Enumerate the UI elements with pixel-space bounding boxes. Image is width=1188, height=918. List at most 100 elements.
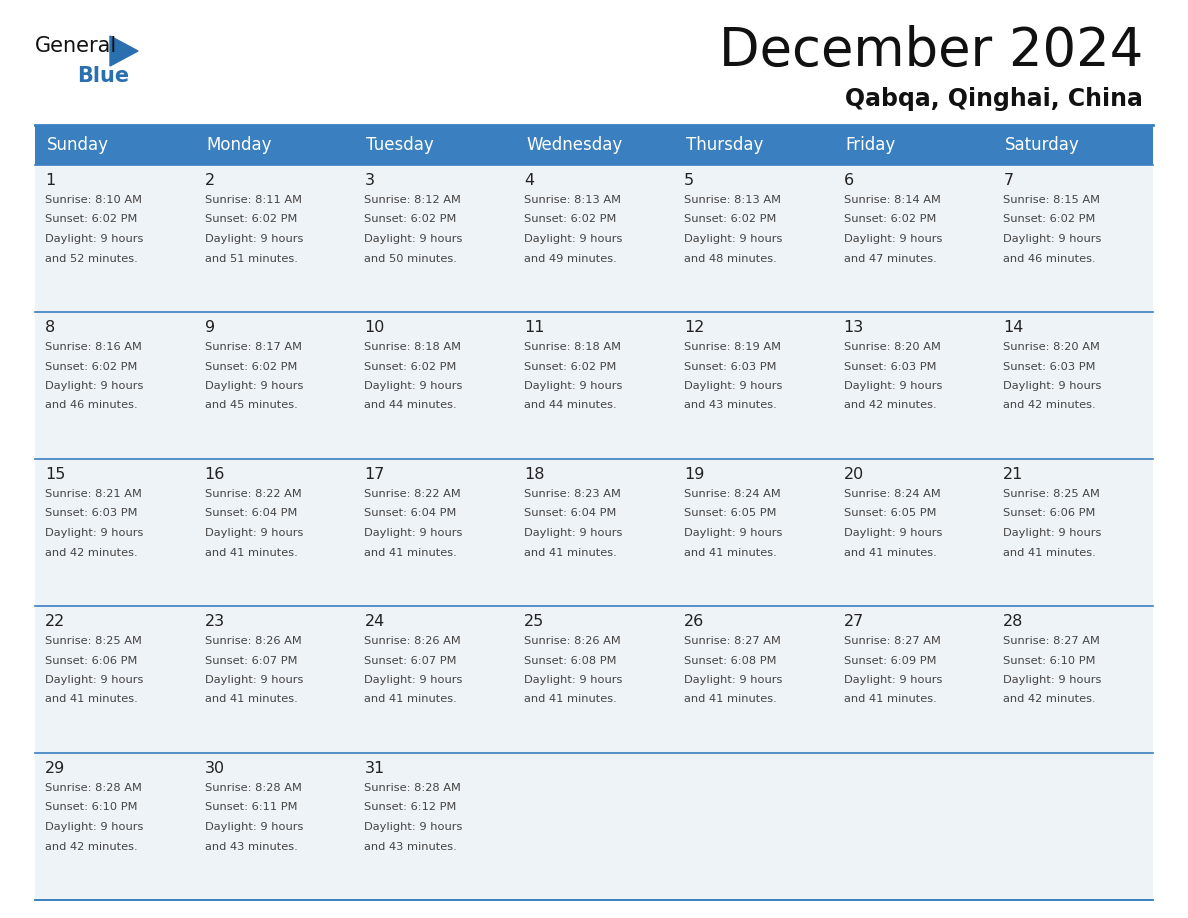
Text: Sunset: 6:07 PM: Sunset: 6:07 PM [365, 655, 457, 666]
Text: General: General [34, 36, 118, 56]
Text: Sunset: 6:04 PM: Sunset: 6:04 PM [365, 509, 457, 519]
Text: 11: 11 [524, 320, 544, 335]
Text: Sunset: 6:12 PM: Sunset: 6:12 PM [365, 802, 457, 812]
Text: Daylight: 9 hours: Daylight: 9 hours [204, 381, 303, 391]
Text: 29: 29 [45, 761, 65, 776]
Bar [993, 125, 1154, 165]
Text: Sunrise: 8:28 AM: Sunrise: 8:28 AM [365, 783, 461, 793]
Text: Sunset: 6:09 PM: Sunset: 6:09 PM [843, 655, 936, 666]
Text: Sunset: 6:02 PM: Sunset: 6:02 PM [684, 215, 776, 225]
Text: Daylight: 9 hours: Daylight: 9 hours [45, 675, 144, 685]
Text: Sunrise: 8:12 AM: Sunrise: 8:12 AM [365, 195, 461, 205]
Text: 6: 6 [843, 173, 854, 188]
Bar [674, 125, 834, 165]
Text: Sunset: 6:10 PM: Sunset: 6:10 PM [1004, 655, 1095, 666]
Text: Qabqa, Qinghai, China: Qabqa, Qinghai, China [845, 87, 1143, 111]
Text: Sunset: 6:11 PM: Sunset: 6:11 PM [204, 802, 297, 812]
Bar [34, 459, 195, 606]
Bar [195, 606, 354, 753]
Text: Sunset: 6:03 PM: Sunset: 6:03 PM [684, 362, 776, 372]
Text: Daylight: 9 hours: Daylight: 9 hours [204, 528, 303, 538]
Text: Sunset: 6:10 PM: Sunset: 6:10 PM [45, 802, 138, 812]
Bar [514, 165, 674, 312]
Text: 2: 2 [204, 173, 215, 188]
Text: Sunset: 6:02 PM: Sunset: 6:02 PM [204, 362, 297, 372]
Bar [354, 125, 514, 165]
Text: Daylight: 9 hours: Daylight: 9 hours [524, 234, 623, 244]
Text: 15: 15 [45, 467, 65, 482]
Text: 1: 1 [45, 173, 56, 188]
Text: Sunset: 6:05 PM: Sunset: 6:05 PM [684, 509, 776, 519]
Text: 10: 10 [365, 320, 385, 335]
Bar [834, 312, 993, 459]
Text: and 51 minutes.: and 51 minutes. [204, 253, 297, 263]
Text: and 46 minutes.: and 46 minutes. [45, 400, 138, 410]
Text: Sunset: 6:02 PM: Sunset: 6:02 PM [524, 215, 617, 225]
Text: Sunrise: 8:28 AM: Sunrise: 8:28 AM [45, 783, 141, 793]
Text: Daylight: 9 hours: Daylight: 9 hours [684, 528, 782, 538]
Text: 18: 18 [524, 467, 544, 482]
Text: 16: 16 [204, 467, 225, 482]
Text: and 47 minutes.: and 47 minutes. [843, 253, 936, 263]
Text: Sunrise: 8:14 AM: Sunrise: 8:14 AM [843, 195, 941, 205]
Text: Sunset: 6:02 PM: Sunset: 6:02 PM [365, 362, 457, 372]
Text: 24: 24 [365, 614, 385, 629]
Text: and 41 minutes.: and 41 minutes. [365, 695, 457, 704]
Text: Sunday: Sunday [48, 136, 109, 154]
Text: Sunset: 6:03 PM: Sunset: 6:03 PM [45, 509, 138, 519]
Text: 17: 17 [365, 467, 385, 482]
Bar [834, 165, 993, 312]
Text: 27: 27 [843, 614, 864, 629]
Text: Sunrise: 8:27 AM: Sunrise: 8:27 AM [843, 636, 941, 646]
Text: 3: 3 [365, 173, 374, 188]
Text: and 41 minutes.: and 41 minutes. [524, 547, 617, 557]
Text: Sunrise: 8:18 AM: Sunrise: 8:18 AM [365, 342, 461, 352]
Text: Sunrise: 8:25 AM: Sunrise: 8:25 AM [45, 636, 141, 646]
Text: Sunrise: 8:16 AM: Sunrise: 8:16 AM [45, 342, 141, 352]
Text: Sunset: 6:04 PM: Sunset: 6:04 PM [204, 509, 297, 519]
Text: 25: 25 [524, 614, 544, 629]
Text: 30: 30 [204, 761, 225, 776]
Text: and 44 minutes.: and 44 minutes. [524, 400, 617, 410]
Text: 12: 12 [684, 320, 704, 335]
Text: Sunrise: 8:19 AM: Sunrise: 8:19 AM [684, 342, 781, 352]
Text: 14: 14 [1004, 320, 1024, 335]
Text: Sunrise: 8:20 AM: Sunrise: 8:20 AM [843, 342, 941, 352]
Bar [674, 459, 834, 606]
Text: and 41 minutes.: and 41 minutes. [843, 547, 936, 557]
Text: Sunset: 6:06 PM: Sunset: 6:06 PM [1004, 509, 1095, 519]
Text: Daylight: 9 hours: Daylight: 9 hours [204, 822, 303, 832]
Text: December 2024: December 2024 [719, 25, 1143, 77]
Text: Daylight: 9 hours: Daylight: 9 hours [684, 381, 782, 391]
Bar [834, 125, 993, 165]
Text: and 41 minutes.: and 41 minutes. [1004, 547, 1097, 557]
Text: Daylight: 9 hours: Daylight: 9 hours [204, 675, 303, 685]
Bar [993, 312, 1154, 459]
Text: and 41 minutes.: and 41 minutes. [45, 695, 138, 704]
Text: 26: 26 [684, 614, 704, 629]
Text: Sunrise: 8:21 AM: Sunrise: 8:21 AM [45, 489, 141, 499]
Text: Daylight: 9 hours: Daylight: 9 hours [365, 822, 463, 832]
Text: Sunrise: 8:13 AM: Sunrise: 8:13 AM [684, 195, 781, 205]
Text: Sunset: 6:08 PM: Sunset: 6:08 PM [524, 655, 617, 666]
Text: and 49 minutes.: and 49 minutes. [524, 253, 617, 263]
Text: Tuesday: Tuesday [366, 136, 434, 154]
Text: 5: 5 [684, 173, 694, 188]
Text: 8: 8 [45, 320, 56, 335]
Text: Daylight: 9 hours: Daylight: 9 hours [1004, 234, 1101, 244]
Text: and 41 minutes.: and 41 minutes. [365, 547, 457, 557]
Text: and 43 minutes.: and 43 minutes. [365, 842, 457, 852]
Text: and 42 minutes.: and 42 minutes. [1004, 695, 1095, 704]
Text: and 42 minutes.: and 42 minutes. [45, 547, 138, 557]
Text: Daylight: 9 hours: Daylight: 9 hours [843, 528, 942, 538]
Text: Sunset: 6:02 PM: Sunset: 6:02 PM [843, 215, 936, 225]
Bar [993, 606, 1154, 753]
Text: Daylight: 9 hours: Daylight: 9 hours [843, 675, 942, 685]
Text: Sunrise: 8:26 AM: Sunrise: 8:26 AM [524, 636, 621, 646]
Text: 19: 19 [684, 467, 704, 482]
Text: Daylight: 9 hours: Daylight: 9 hours [1004, 675, 1101, 685]
Text: Daylight: 9 hours: Daylight: 9 hours [45, 528, 144, 538]
Text: Sunset: 6:07 PM: Sunset: 6:07 PM [204, 655, 297, 666]
Text: Sunrise: 8:22 AM: Sunrise: 8:22 AM [365, 489, 461, 499]
Text: Sunrise: 8:17 AM: Sunrise: 8:17 AM [204, 342, 302, 352]
